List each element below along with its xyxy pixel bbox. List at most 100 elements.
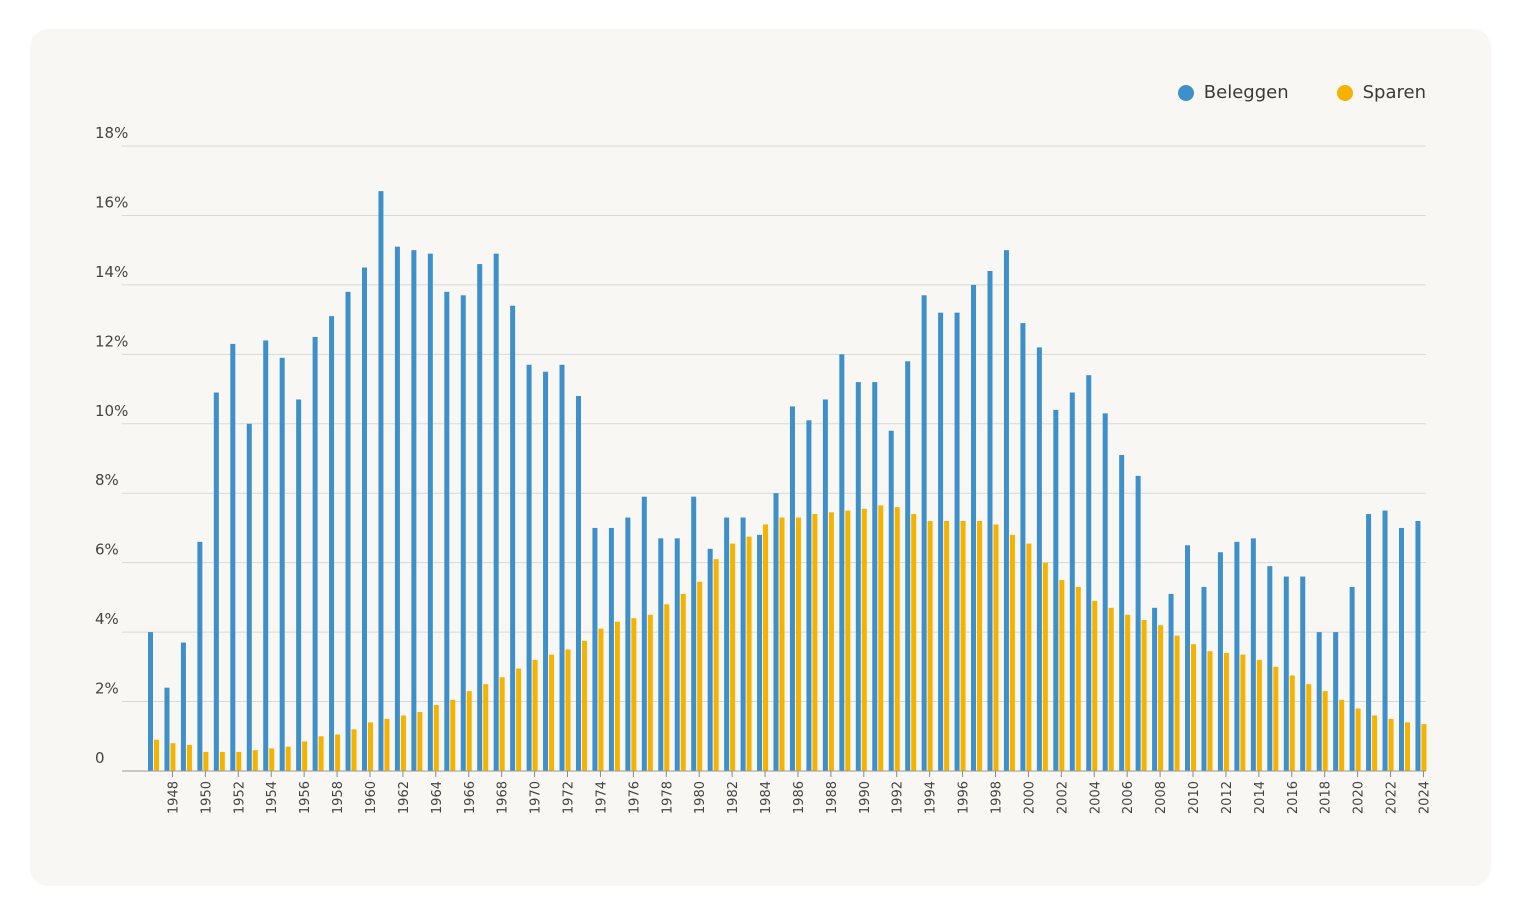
- bar-sparen: [1256, 659, 1262, 771]
- bar-beleggen: [1135, 475, 1141, 771]
- bar-beleggen: [1086, 375, 1092, 771]
- bar-sparen: [1372, 715, 1378, 771]
- bar-beleggen: [329, 316, 335, 771]
- bar-sparen: [1223, 652, 1229, 771]
- bar-beleggen: [674, 538, 680, 771]
- x-tick-label: 1970: [529, 781, 544, 814]
- bar-sparen: [269, 748, 275, 771]
- bar-beleggen: [575, 396, 581, 771]
- bar-beleggen: [608, 527, 614, 771]
- bar-beleggen: [213, 392, 219, 771]
- bar-beleggen: [427, 253, 433, 771]
- bar-sparen: [516, 668, 522, 771]
- x-tick-label: 1960: [364, 781, 379, 814]
- x-tick-label: 2008: [1154, 781, 1169, 814]
- bar-beleggen: [1053, 409, 1059, 771]
- bar-beleggen: [1102, 413, 1108, 771]
- bar-sparen: [680, 593, 686, 771]
- x-tick-label: 2010: [1187, 781, 1202, 814]
- bar-beleggen: [1119, 455, 1125, 771]
- bar-beleggen: [1168, 593, 1174, 771]
- bar-beleggen: [361, 267, 367, 771]
- bar-beleggen: [411, 250, 417, 771]
- legend-item-beleggen[interactable]: Beleggen: [1177, 82, 1289, 103]
- bar-beleggen: [724, 517, 730, 771]
- bar-sparen: [1075, 586, 1081, 771]
- bar-sparen: [647, 614, 653, 771]
- y-tick-label: 18%: [95, 124, 128, 142]
- bar-sparen: [1174, 635, 1180, 771]
- bar-sparen: [302, 741, 308, 771]
- x-tick-label: 1972: [562, 781, 577, 814]
- x-tick-label: 1964: [430, 781, 445, 814]
- bar-sparen: [433, 705, 439, 771]
- bar-sparen: [1108, 607, 1114, 771]
- bar-sparen: [318, 736, 324, 771]
- bar-beleggen: [180, 642, 186, 771]
- bar-beleggen: [230, 343, 236, 771]
- bar-sparen: [1306, 684, 1312, 771]
- x-tick-label: 1962: [397, 781, 412, 814]
- bar-sparen: [828, 512, 834, 771]
- x-tick-label: 1980: [693, 781, 708, 814]
- bar-beleggen: [592, 527, 598, 771]
- x-tick-label: 2014: [1253, 781, 1268, 814]
- bar-beleggen: [296, 399, 302, 771]
- x-tick-label: 2000: [1022, 781, 1037, 814]
- bar-sparen: [894, 507, 900, 771]
- bar-beleggen: [1003, 250, 1009, 771]
- bar-beleggen: [1316, 632, 1322, 771]
- bar-sparen: [252, 750, 258, 771]
- bar-sparen: [351, 729, 357, 771]
- bar-beleggen: [1217, 552, 1223, 771]
- bar-beleggen: [543, 371, 549, 771]
- legend-item-sparen[interactable]: Sparen: [1336, 82, 1426, 103]
- bar-beleggen: [1267, 566, 1273, 771]
- bar-sparen: [927, 521, 933, 771]
- legend: Beleggen Sparen: [1177, 82, 1426, 103]
- bar-sparen: [186, 744, 192, 771]
- bar-beleggen: [246, 423, 252, 771]
- bar-beleggen: [394, 246, 400, 771]
- legend-dot-beleggen: [1177, 84, 1194, 101]
- legend-label-sparen: Sparen: [1362, 82, 1426, 103]
- bar-sparen: [1339, 699, 1345, 771]
- x-tick-label: 2022: [1385, 781, 1400, 814]
- bar-beleggen: [658, 538, 664, 771]
- bar-sparen: [483, 684, 489, 771]
- y-tick-label: 16%: [95, 193, 128, 211]
- bar-sparen: [367, 722, 373, 771]
- bar-sparen: [697, 581, 703, 771]
- bar-beleggen: [707, 548, 713, 771]
- x-tick-label: 1966: [463, 781, 478, 814]
- bar-sparen: [1042, 562, 1048, 771]
- bar-beleggen: [789, 406, 795, 771]
- bar-beleggen: [971, 284, 977, 771]
- bar-sparen: [993, 524, 999, 771]
- bar-sparen: [1405, 722, 1410, 771]
- x-tick-label: 2020: [1352, 781, 1367, 814]
- bar-sparen: [499, 677, 505, 771]
- bar-sparen: [1059, 580, 1065, 771]
- bar-sparen: [1322, 691, 1328, 771]
- bar-beleggen: [1152, 607, 1158, 771]
- bar-beleggen: [312, 336, 318, 771]
- y-tick-label: 12%: [95, 332, 128, 350]
- x-tick-label: 1956: [298, 781, 313, 814]
- bar-beleggen: [460, 295, 466, 771]
- x-tick-label: 1958: [331, 781, 346, 814]
- bar-beleggen: [641, 496, 647, 771]
- x-tick-label: 1974: [594, 781, 609, 814]
- bar-sparen: [664, 604, 670, 771]
- bar-sparen: [1191, 644, 1197, 771]
- bar-sparen: [960, 521, 966, 771]
- bar-sparen: [845, 510, 851, 771]
- x-tick-label: 1978: [660, 781, 675, 814]
- bar-beleggen: [510, 305, 516, 771]
- bar-beleggen: [148, 632, 153, 771]
- x-tick-label: 1968: [496, 781, 511, 814]
- y-tick-label: 4%: [95, 610, 119, 628]
- bar-sparen: [878, 505, 884, 771]
- bar-sparen: [549, 654, 555, 771]
